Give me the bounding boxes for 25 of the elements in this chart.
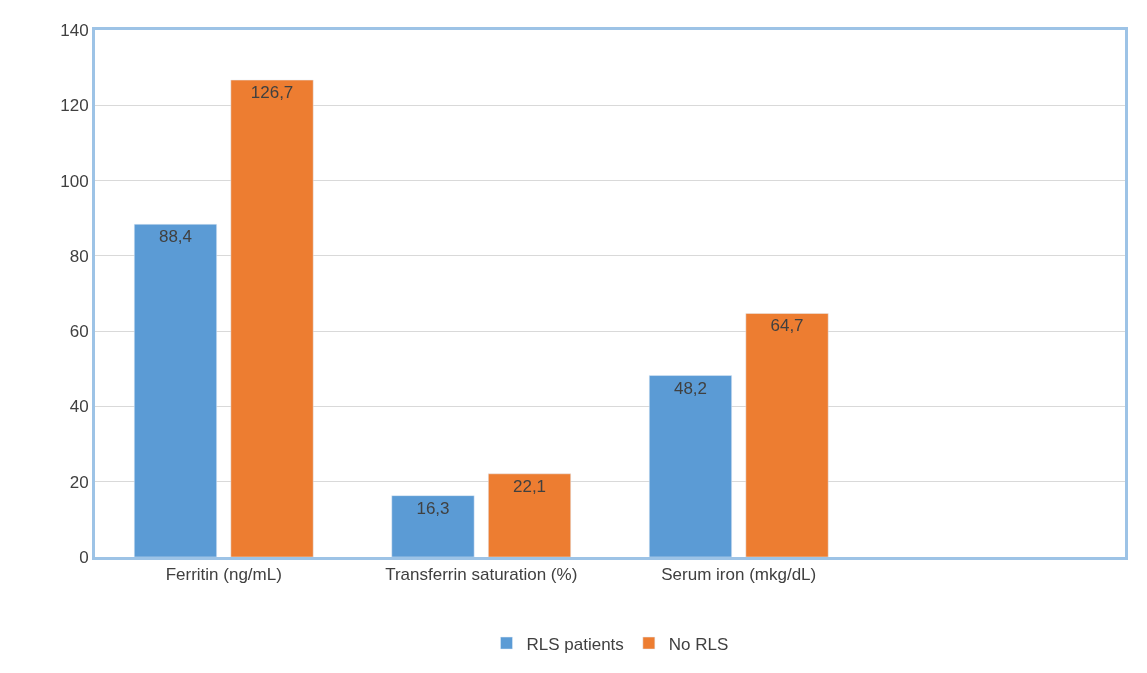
bar: [649, 375, 732, 557]
x-tick-label: Serum iron (mkg/dL): [661, 565, 817, 585]
y-tick-label: 80: [69, 246, 89, 266]
y-tick-label: 40: [69, 397, 89, 417]
data-label: 126,7: [250, 83, 294, 103]
data-label: 64,7: [770, 316, 804, 336]
bar: [488, 473, 571, 557]
y-tick-label: 120: [60, 96, 89, 116]
y-tick-label: 60: [69, 322, 89, 342]
bar: [745, 313, 829, 557]
data-label: 16,3: [416, 498, 450, 518]
y-tick-label: 0: [79, 547, 89, 567]
x-tick-label: Ferritin (ng/mL): [165, 565, 282, 585]
data-label: 88,4: [158, 227, 193, 247]
data-label: 22,1: [512, 476, 547, 496]
x-tick-label: Transferrin saturation (%): [385, 565, 578, 585]
y-tick-label: 140: [60, 20, 89, 40]
y-tick-label: 20: [69, 472, 89, 492]
data-label: 48,2: [673, 378, 708, 398]
bar: [391, 495, 475, 557]
legend-label: RLS patients: [526, 634, 624, 654]
y-tick-label: 100: [60, 171, 89, 191]
bar: [230, 79, 314, 557]
legend-label: No RLS: [668, 634, 729, 654]
bar: [134, 223, 217, 557]
